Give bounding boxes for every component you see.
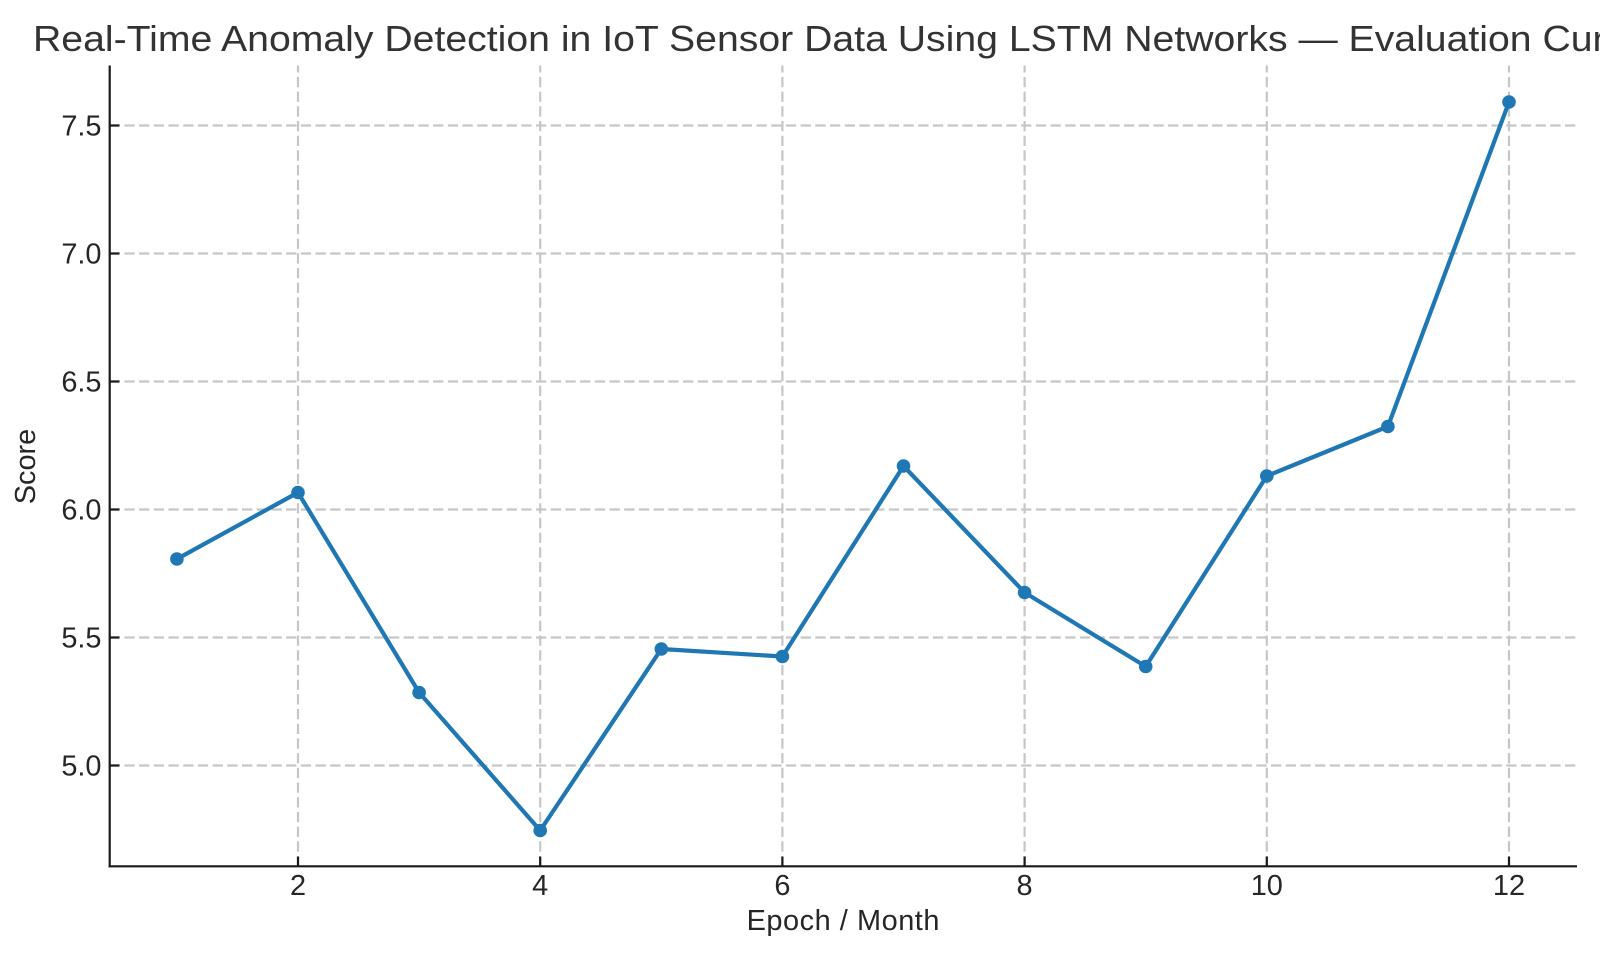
- svg-text:Epoch / Month: Epoch / Month: [747, 905, 940, 937]
- svg-text:6.0: 6.0: [61, 495, 101, 527]
- svg-text:2: 2: [290, 870, 306, 902]
- svg-text:Score: Score: [10, 429, 42, 504]
- svg-text:4: 4: [532, 870, 548, 902]
- svg-text:7.0: 7.0: [61, 239, 101, 271]
- svg-text:Real-Time Anomaly Detection in: Real-Time Anomaly Detection in IoT Senso…: [33, 18, 1600, 59]
- svg-text:8: 8: [1017, 870, 1033, 902]
- svg-text:6: 6: [774, 870, 790, 902]
- svg-text:5.5: 5.5: [61, 623, 101, 655]
- svg-text:5.0: 5.0: [61, 751, 101, 783]
- svg-text:6.5: 6.5: [61, 367, 101, 399]
- svg-text:7.5: 7.5: [61, 111, 101, 143]
- svg-text:12: 12: [1493, 870, 1525, 902]
- svg-text:10: 10: [1251, 870, 1283, 902]
